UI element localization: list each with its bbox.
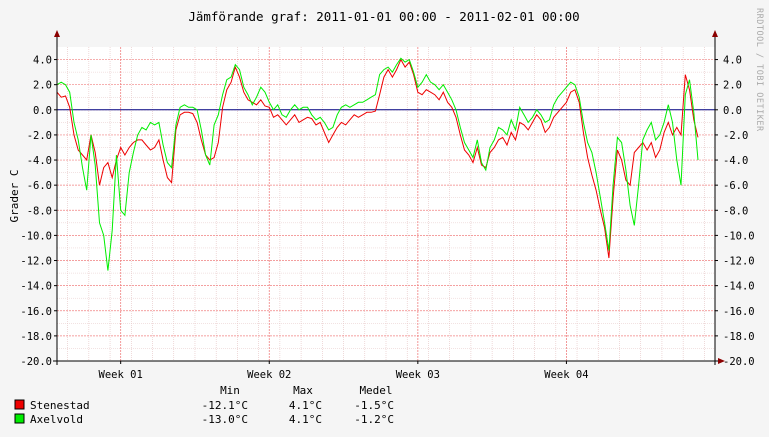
series-lines xyxy=(56,57,699,271)
y-tick-label-left: -4.0 xyxy=(27,155,52,167)
legend-min-stenestad: -12.1°C xyxy=(202,399,248,412)
y-tick-label-right: -14.0 xyxy=(723,281,755,293)
legend-max-stenestad: 4.1°C xyxy=(289,399,322,412)
y-tick-labels-right: 4.0 2.0 0.0 -2.0 -4.0 -6.0 -8.0 -10.0 -12.0 -14.0… xyxy=(723,55,755,368)
y-tick-label-left: -16.0 xyxy=(20,306,52,318)
grid-lines xyxy=(57,47,715,361)
legend-max-axelvold: 4.1°C xyxy=(289,413,322,426)
watermark: RRDTOOL / TOBI OETIKER xyxy=(754,8,764,132)
legend-header-max: Max xyxy=(293,384,313,397)
chart-title: Jämförande graf: 2011-01-01 00:00 - 2011… xyxy=(188,9,579,24)
y-tick-label-right: -18.0 xyxy=(723,331,755,343)
y-tick-label-right: -6.0 xyxy=(723,180,748,192)
y-tick-label-right: 2.0 xyxy=(723,80,742,92)
y-tick-label-left: -20.0 xyxy=(20,356,52,368)
x-axis-arrow xyxy=(718,358,725,364)
x-tick-label: Week 03 xyxy=(396,369,440,381)
y-tick-label-right: -20.0 xyxy=(723,356,755,368)
y-tick-label-right: -12.0 xyxy=(723,256,755,268)
y-tick-label-right: 4.0 xyxy=(723,55,742,67)
series-line-stenestad xyxy=(56,58,699,259)
legend-label-stenestad: Stenestad xyxy=(30,399,90,412)
y-tick-label-right: -16.0 xyxy=(723,306,755,318)
y-axis-label: Grader C xyxy=(8,170,21,223)
y-axis-right-arrow xyxy=(712,30,718,37)
y-tick-label-right: 0.0 xyxy=(723,105,742,117)
y-axis-left-arrow xyxy=(54,30,60,37)
legend-header-medel: Medel xyxy=(359,384,392,397)
legend-label-axelvold: Axelvold xyxy=(30,413,83,426)
y-tick-label-left: -8.0 xyxy=(27,205,52,217)
legend-medel-stenestad: -1.5°C xyxy=(354,399,394,412)
y-tick-label-left: -18.0 xyxy=(20,331,52,343)
x-tick-label: Week 04 xyxy=(544,369,588,381)
y-tick-label-right: -10.0 xyxy=(723,230,755,242)
legend-medel-axelvold: -1.2°C xyxy=(354,413,394,426)
x-tick-label: Week 02 xyxy=(247,369,291,381)
x-tick-labels: Week 01 Week 02 Week 03 Week 04 xyxy=(99,369,589,381)
y-tick-label-right: -4.0 xyxy=(723,155,748,167)
axes xyxy=(53,30,725,365)
legend-min-axelvold: -13.0°C xyxy=(202,413,248,426)
y-tick-label-right: -8.0 xyxy=(723,205,748,217)
y-tick-label-left: 2.0 xyxy=(33,80,52,92)
y-tick-label-left: 0.0 xyxy=(33,105,52,117)
series-line-axelvold xyxy=(56,57,699,271)
y-tick-label-left: -14.0 xyxy=(20,281,52,293)
y-tick-label-left: 4.0 xyxy=(33,55,52,67)
y-tick-labels-left: 4.0 2.0 0.0 -2.0 -4.0 -6.0 -8.0 -10.0 -12.0 -14.0… xyxy=(20,55,52,368)
legend-swatch-stenestad xyxy=(14,399,25,410)
legend: Min Max Medel Stenestad -12.1°C 4.1°C -1… xyxy=(14,384,394,426)
y-tick-label-left: -10.0 xyxy=(20,230,52,242)
y-tick-label-left: -12.0 xyxy=(20,256,52,268)
legend-swatch-axelvold xyxy=(14,413,25,424)
x-tick-label: Week 01 xyxy=(99,369,143,381)
y-tick-label-left: -6.0 xyxy=(27,180,52,192)
y-tick-label-left: -2.0 xyxy=(27,130,52,142)
y-tick-label-right: -2.0 xyxy=(723,130,748,142)
legend-header-min: Min xyxy=(220,384,240,397)
